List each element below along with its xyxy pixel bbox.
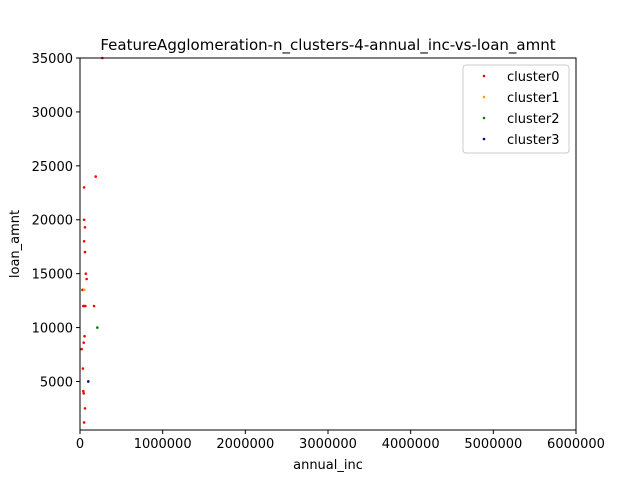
cluster0-point — [82, 186, 86, 189]
y-tick-label: 10000 — [32, 322, 73, 337]
y-axis: 5000 10000 15000 20000 25000 30000 35000 — [32, 52, 80, 390]
legend-label-cluster1: cluster1 — [507, 91, 559, 106]
legend-marker-cluster1 — [482, 95, 486, 99]
cluster0-point — [82, 341, 86, 344]
x-tick-label: 1000000 — [134, 437, 192, 452]
cluster0-point — [80, 347, 83, 351]
x-tick-label: 5000000 — [464, 437, 522, 452]
cluster0-point — [83, 407, 87, 410]
cluster0-point — [83, 225, 87, 229]
legend-marker-cluster2 — [482, 116, 486, 120]
y-tick-label: 15000 — [32, 268, 73, 283]
cluster0-point — [82, 218, 86, 222]
y-tick-label: 25000 — [32, 160, 73, 175]
y-tick-label: 20000 — [32, 214, 73, 229]
chart-title: FeatureAgglomeration-n_clusters-4-annual… — [100, 36, 555, 55]
x-tick-label: 3000000 — [299, 437, 357, 452]
cluster0-point — [83, 334, 86, 338]
x-axis-label: annual_inc — [293, 458, 363, 473]
y-tick-label: 35000 — [32, 52, 73, 67]
legend-box — [462, 64, 570, 154]
x-tick-label: 4000000 — [382, 437, 440, 452]
cluster0-point — [92, 304, 96, 308]
cluster0-point — [82, 389, 85, 393]
legend-marker-cluster0 — [482, 74, 486, 78]
x-tick-label: 0 — [76, 437, 84, 452]
x-tick-label: 2000000 — [216, 437, 274, 452]
y-axis-label: loan_amnt — [8, 210, 23, 278]
cluster0-point — [94, 175, 98, 178]
series-cluster3 — [86, 380, 90, 383]
cluster0-point — [82, 240, 86, 243]
legend-marker-cluster3 — [482, 137, 486, 141]
legend: cluster0 cluster1 cluster2 cluster3 — [462, 64, 570, 154]
series-cluster2 — [96, 326, 99, 329]
legend-label-cluster2: cluster2 — [507, 112, 559, 127]
x-tick-label: 6000000 — [547, 437, 605, 452]
cluster3-point — [86, 380, 90, 383]
legend-label-cluster3: cluster3 — [507, 133, 559, 148]
x-axis: 0 1000000 2000000 3000000 4000000 5000000 6000… — [76, 430, 605, 452]
y-tick-label: 5000 — [40, 375, 73, 390]
y-tick-label: 30000 — [32, 106, 73, 121]
plot-area — [80, 56, 104, 424]
series-cluster1 — [82, 288, 86, 292]
cluster0-point — [85, 277, 88, 281]
cluster0-point — [82, 392, 86, 395]
cluster0-point — [81, 367, 85, 370]
cluster0-point — [83, 250, 87, 254]
cluster2-point — [96, 326, 99, 329]
cluster0-point — [84, 272, 88, 275]
series-cluster0 — [80, 56, 104, 424]
cluster0-point — [81, 288, 84, 292]
cluster0-point — [84, 304, 87, 308]
legend-label-cluster0: cluster0 — [507, 70, 559, 85]
cluster1-point — [82, 288, 86, 292]
cluster0-point — [82, 421, 86, 424]
